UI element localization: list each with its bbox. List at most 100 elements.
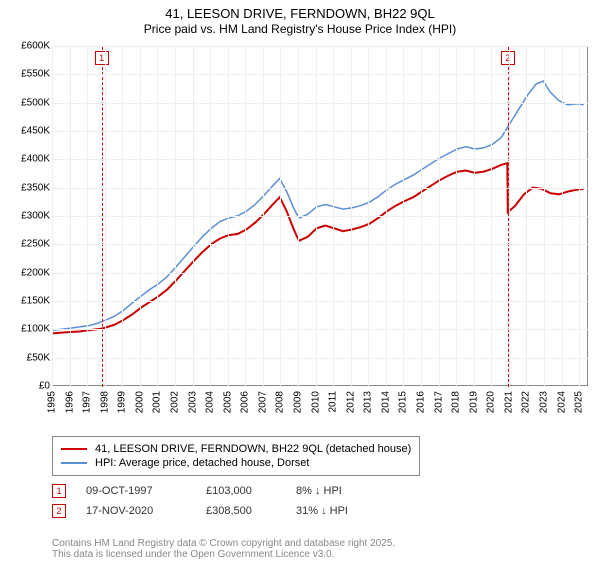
- x-axis-label: 2018: [451, 391, 462, 413]
- sale-row: 109-OCT-1997£103,0008% ↓ HPI: [52, 484, 416, 498]
- x-axis-label: 1996: [64, 391, 75, 413]
- y-axis-label: £150K: [10, 296, 50, 307]
- x-axis-label: 2016: [416, 391, 427, 413]
- x-axis-label: 2017: [433, 391, 444, 413]
- legend-item: 41, LEESON DRIVE, FERNDOWN, BH22 9QL (de…: [61, 443, 411, 455]
- gridline-v: [105, 46, 106, 386]
- x-axis-label: 2004: [205, 391, 216, 413]
- x-axis-label: 2002: [170, 391, 181, 413]
- legend-label: 41, LEESON DRIVE, FERNDOWN, BH22 9QL (de…: [95, 443, 411, 455]
- x-axis-label: 2008: [275, 391, 286, 413]
- gridline-h: [52, 273, 588, 274]
- gridline-h: [52, 301, 588, 302]
- gridline-v: [122, 46, 123, 386]
- y-axis-label: £350K: [10, 182, 50, 193]
- sale-marker-box: 1: [95, 51, 109, 65]
- gridline-v: [228, 46, 229, 386]
- gridline-h: [52, 358, 588, 359]
- sale-marker-line: [102, 47, 103, 387]
- y-axis-label: £450K: [10, 126, 50, 137]
- x-axis-label: 2000: [134, 391, 145, 413]
- gridline-v: [210, 46, 211, 386]
- y-axis-label: £0: [10, 381, 50, 392]
- gridline-v: [193, 46, 194, 386]
- y-axis-label: £550K: [10, 69, 50, 80]
- y-axis-label: £500K: [10, 97, 50, 108]
- gridline-h: [52, 74, 588, 75]
- x-axis-label: 2019: [468, 391, 479, 413]
- sale-num-box: 2: [52, 504, 66, 518]
- x-axis-label: 2009: [293, 391, 304, 413]
- gridline-v: [509, 46, 510, 386]
- gridline-v: [52, 46, 53, 386]
- x-axis-label: 1997: [82, 391, 93, 413]
- legend-swatch: [61, 462, 87, 464]
- sale-price: £308,500: [206, 505, 296, 517]
- gridline-v: [298, 46, 299, 386]
- footer-line1: Contains HM Land Registry data © Crown c…: [52, 538, 395, 549]
- y-axis-label: £400K: [10, 154, 50, 165]
- x-axis-label: 2021: [503, 391, 514, 413]
- x-axis-label: 2015: [398, 391, 409, 413]
- y-axis-label: £50K: [10, 352, 50, 363]
- gridline-v: [421, 46, 422, 386]
- x-axis-label: 2007: [257, 391, 268, 413]
- gridline-h: [52, 131, 588, 132]
- gridline-v: [175, 46, 176, 386]
- gridline-v: [157, 46, 158, 386]
- y-axis-label: £100K: [10, 324, 50, 335]
- gridline-v: [140, 46, 141, 386]
- gridline-h: [52, 46, 588, 47]
- sale-delta: 31% ↓ HPI: [296, 505, 416, 517]
- x-axis-label: 2023: [539, 391, 550, 413]
- x-axis-label: 2012: [345, 391, 356, 413]
- x-axis-label: 2006: [240, 391, 251, 413]
- gridline-h: [52, 244, 588, 245]
- gridline-v: [403, 46, 404, 386]
- chart-title-sub: Price paid vs. HM Land Registry's House …: [0, 22, 600, 36]
- x-axis-label: 2001: [152, 391, 163, 413]
- y-axis-label: £300K: [10, 211, 50, 222]
- gridline-v: [333, 46, 334, 386]
- chart-area: 1 2 £0 £50K £100K £150K £200K £250K £300K £350K £…: [10, 46, 590, 426]
- gridline-v: [316, 46, 317, 386]
- x-axis-label: 2014: [380, 391, 391, 413]
- legend-box: 41, LEESON DRIVE, FERNDOWN, BH22 9QL (de…: [52, 436, 420, 476]
- sale-date: 17-NOV-2020: [86, 505, 206, 517]
- series-price_paid: [53, 163, 584, 333]
- x-axis-label: 2024: [556, 391, 567, 413]
- x-axis-label: 2011: [328, 391, 339, 413]
- x-axis-label: 2025: [574, 391, 585, 413]
- gridline-v: [491, 46, 492, 386]
- footer-text: Contains HM Land Registry data © Crown c…: [52, 538, 395, 560]
- gridline-v: [70, 46, 71, 386]
- sale-num-box: 1: [52, 484, 66, 498]
- gridline-v: [368, 46, 369, 386]
- gridline-h: [52, 159, 588, 160]
- chart-container: 41, LEESON DRIVE, FERNDOWN, BH22 9QL Pri…: [0, 6, 600, 566]
- gridline-v: [456, 46, 457, 386]
- sale-marker-box: 2: [501, 51, 515, 65]
- x-axis-label: 2003: [187, 391, 198, 413]
- gridline-h: [52, 188, 588, 189]
- gridline-v: [386, 46, 387, 386]
- y-axis-label: £250K: [10, 239, 50, 250]
- sale-row: 2 17-NOV-2020£308,50031% ↓ HPI: [52, 504, 416, 518]
- gridline-v: [263, 46, 264, 386]
- gridline-v: [526, 46, 527, 386]
- x-axis-label: 2020: [486, 391, 497, 413]
- gridline-v: [544, 46, 545, 386]
- legend-label: HPI: Average price, detached house, Dors…: [95, 457, 309, 469]
- gridline-v: [439, 46, 440, 386]
- x-axis-label: 2010: [310, 391, 321, 413]
- x-axis-label: 1998: [99, 391, 110, 413]
- gridline-h: [52, 329, 588, 330]
- sale-delta: 8% ↓ HPI: [296, 485, 416, 497]
- gridline-v: [474, 46, 475, 386]
- legend-swatch: [61, 448, 87, 450]
- series-hpi: [53, 81, 584, 330]
- footer-line2: This data is licensed under the Open Gov…: [52, 549, 395, 560]
- y-axis-label: £200K: [10, 267, 50, 278]
- gridline-v: [351, 46, 352, 386]
- x-axis-label: 1999: [117, 391, 128, 413]
